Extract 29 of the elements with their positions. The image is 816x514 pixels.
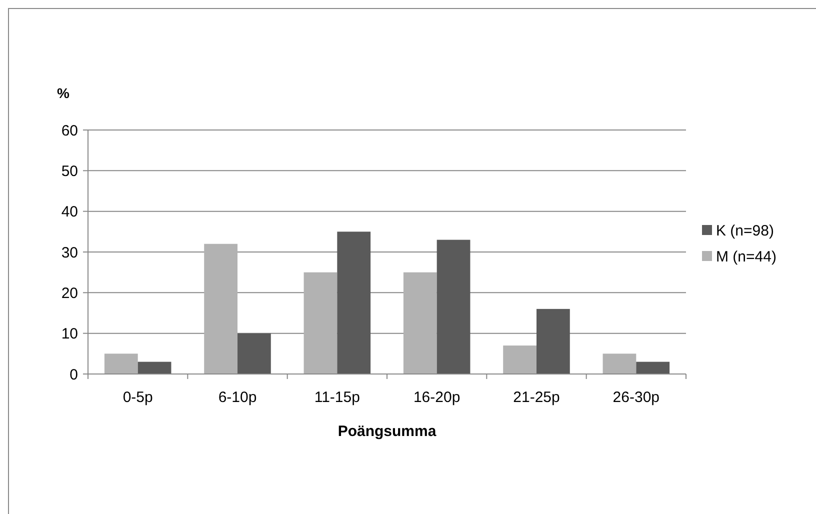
- x-axis-title: Poängsumma: [338, 423, 437, 440]
- bar: [138, 362, 172, 374]
- x-tick-label: 0-5p: [122, 389, 153, 406]
- bar: [104, 354, 138, 374]
- bar: [337, 232, 371, 374]
- bar: [238, 333, 271, 374]
- x-tick-label: 6-10p: [218, 389, 257, 406]
- y-tick-label: 50: [61, 162, 78, 180]
- bar: [503, 346, 536, 374]
- bar: [436, 240, 470, 374]
- y-tick-label: 10: [61, 326, 78, 343]
- y-axis-title: %: [57, 85, 70, 101]
- bar: [204, 244, 238, 374]
- y-tick-label: 0: [70, 366, 78, 384]
- x-tick-label: 21-25p: [513, 389, 560, 406]
- bar: [304, 272, 338, 374]
- bar: [403, 272, 437, 374]
- x-tick-label: 26-30p: [612, 389, 660, 406]
- bar: [536, 308, 570, 374]
- legend-label: K (n=98): [716, 222, 774, 240]
- legend-label: M (n=44): [716, 248, 776, 266]
- x-tick-label: 16-20p: [413, 389, 460, 406]
- bar: [602, 354, 636, 374]
- y-tick-label: 40: [61, 204, 78, 221]
- x-tick-label: 11-15p: [314, 389, 360, 406]
- y-tick-label: 20: [61, 284, 78, 302]
- bar: [636, 362, 670, 374]
- y-tick-label: 60: [61, 122, 78, 140]
- y-tick-label: 30: [61, 244, 78, 262]
